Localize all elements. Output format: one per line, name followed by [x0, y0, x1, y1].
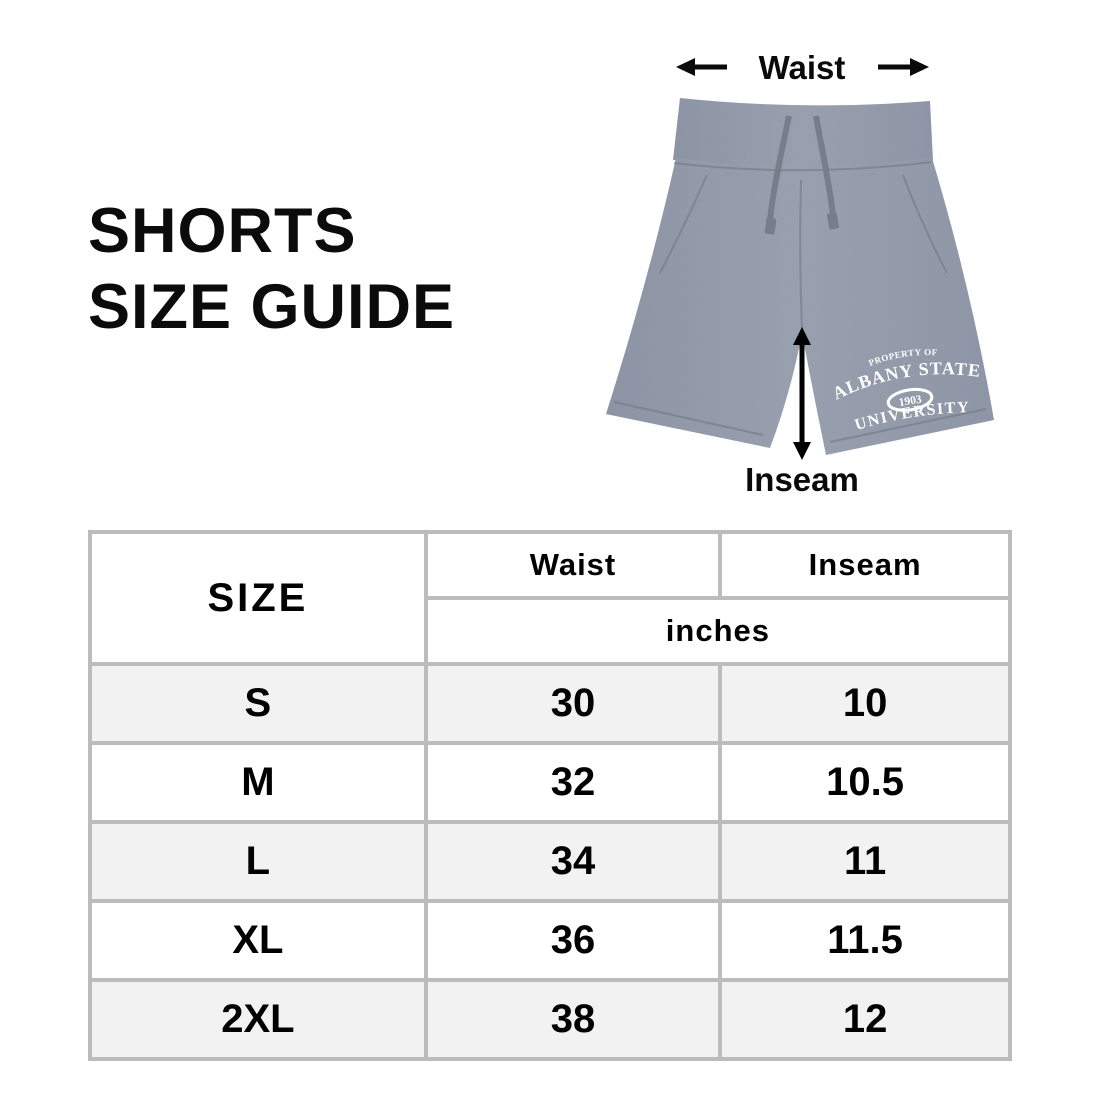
size-table: SIZE Waist Inseam inches S 30 10 M 32 10…: [88, 530, 1013, 1061]
table-row-2xl: 2XL 38 12: [88, 978, 1012, 1061]
waist-column-header: Waist: [423, 530, 723, 600]
shorts-body: [606, 158, 994, 455]
shorts-diagram: Waist PROPE: [606, 49, 994, 498]
waist-cell: 30: [423, 662, 723, 745]
size-cell: S: [88, 662, 428, 745]
size-cell: XL: [88, 899, 428, 982]
inseam-cell: 12: [718, 978, 1012, 1061]
table-header-row: SIZE Waist Inseam: [88, 530, 1012, 666]
waist-arrow-left-icon: [676, 58, 727, 76]
unit-header: inches: [423, 596, 1013, 666]
waist-dimension: Waist: [676, 49, 929, 86]
table-row-xl: XL 36 11.5: [88, 899, 1012, 982]
shorts-photo: [606, 98, 994, 455]
print-year: 1903: [898, 394, 923, 409]
inseam-label: Inseam: [745, 461, 859, 498]
table-row-l: L 34 11: [88, 820, 1012, 903]
left-hem-stitch: [613, 401, 764, 436]
shorts-seams: [613, 161, 987, 443]
fly-seam: [799, 179, 803, 331]
left-pocket-seam: [659, 174, 708, 274]
page-title-line2: SIZE GUIDE: [88, 272, 456, 342]
page-title: SHORTS SIZE GUIDE: [88, 193, 455, 345]
right-pocket-seam: [902, 174, 948, 274]
page-title-line1: SHORTS: [88, 196, 357, 266]
size-column-header: SIZE: [88, 530, 428, 666]
print-year-badge-outline: [886, 387, 934, 412]
inseam-cell: 10: [718, 662, 1012, 745]
table-row-m: M 32 10.5: [88, 741, 1012, 824]
table-row-s: S 30 10: [88, 662, 1012, 745]
waist-cell: 36: [423, 899, 723, 982]
shorts-waistband: [673, 98, 933, 169]
size-cell: L: [88, 820, 428, 903]
waist-arrow-right-icon: [878, 58, 929, 76]
inseam-arrow-icon: [793, 327, 811, 460]
waist-cell: 38: [423, 978, 723, 1061]
drawstring: [764, 115, 839, 235]
inseam-cell: 11.5: [718, 899, 1012, 982]
waist-cell: 34: [423, 820, 723, 903]
inseam-column-header: Inseam: [718, 530, 1012, 600]
waist-label: Waist: [759, 49, 846, 86]
inseam-cell: 10.5: [718, 741, 1012, 824]
inseam-dimension: Inseam: [745, 327, 859, 498]
right-hem-stitch: [829, 408, 987, 443]
waist-cell: 32: [423, 741, 723, 824]
size-cell: M: [88, 741, 428, 824]
inseam-cell: 11: [718, 820, 1012, 903]
table-unit-row: inches: [90, 596, 1013, 666]
size-cell: 2XL: [88, 978, 428, 1061]
